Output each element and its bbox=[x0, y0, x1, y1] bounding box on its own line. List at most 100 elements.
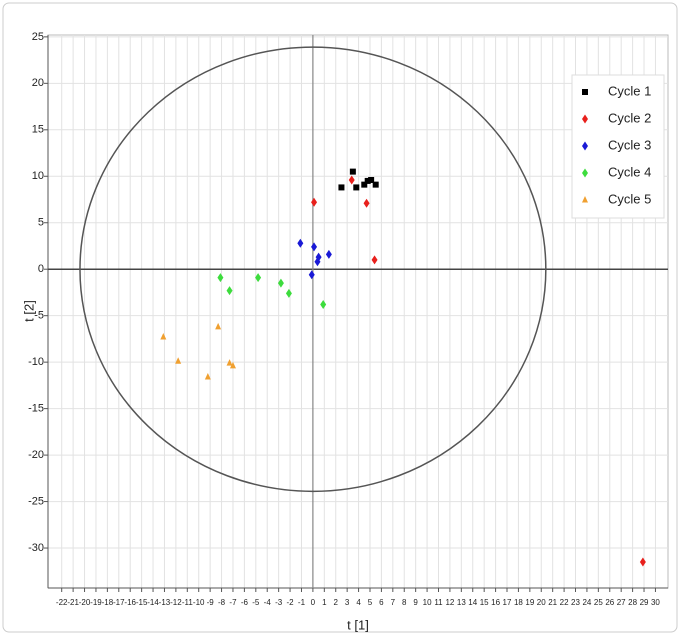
x-tick-label: 20 bbox=[537, 598, 546, 607]
y-tick-label: 25 bbox=[32, 31, 44, 43]
point bbox=[353, 184, 360, 191]
x-tick-label: -4 bbox=[264, 598, 272, 607]
x-tick-label: -9 bbox=[207, 598, 215, 607]
point bbox=[160, 333, 167, 340]
point bbox=[364, 177, 371, 184]
x-tick-label: -22 bbox=[56, 598, 68, 607]
x-tick-label: -5 bbox=[252, 598, 260, 607]
x-tick-label: 5 bbox=[368, 598, 373, 607]
x-tick-label: 0 bbox=[311, 598, 316, 607]
x-tick-label: 7 bbox=[391, 598, 396, 607]
point bbox=[639, 557, 646, 567]
x-tick-label: -15 bbox=[136, 598, 148, 607]
y-tick-label: 0 bbox=[38, 263, 44, 275]
point bbox=[285, 288, 292, 298]
legend-marker bbox=[582, 89, 588, 95]
y-tick-label: 15 bbox=[32, 124, 44, 136]
point bbox=[215, 322, 222, 330]
x-tick-label: 8 bbox=[402, 598, 407, 607]
x-tick-label: 13 bbox=[457, 598, 466, 607]
x-tick-label: 23 bbox=[571, 598, 580, 607]
x-tick-label: -19 bbox=[90, 598, 102, 607]
x-tick-label: 16 bbox=[491, 598, 500, 607]
x-axis-label: t [1] bbox=[347, 617, 369, 632]
point bbox=[338, 184, 345, 191]
y-tick-label: -15 bbox=[28, 403, 44, 415]
x-tick-label: 15 bbox=[480, 598, 489, 607]
point bbox=[226, 286, 233, 296]
x-tick-label: -14 bbox=[147, 598, 159, 607]
point bbox=[277, 278, 284, 288]
legend-label: Cycle 5 bbox=[608, 191, 651, 206]
legend-label: Cycle 1 bbox=[608, 83, 651, 98]
point bbox=[368, 176, 375, 183]
y-tick-label: -25 bbox=[28, 495, 44, 507]
x-tick-label: 24 bbox=[582, 598, 591, 607]
x-tick-label: 12 bbox=[445, 598, 454, 607]
point bbox=[320, 300, 327, 310]
y-tick-label: -30 bbox=[28, 542, 44, 554]
x-tick-label: 9 bbox=[413, 598, 418, 607]
x-tick-label: -13 bbox=[159, 598, 171, 607]
x-tick-label: -12 bbox=[170, 598, 182, 607]
x-tick-label: -16 bbox=[124, 598, 136, 607]
point bbox=[204, 373, 211, 380]
x-tick-label: 6 bbox=[379, 598, 384, 607]
x-tick-label: 3 bbox=[345, 598, 350, 607]
legend-marker bbox=[582, 168, 588, 178]
y-tick-label: 10 bbox=[32, 170, 44, 182]
x-tick-label: -21 bbox=[67, 598, 79, 607]
x-tick-label: -1 bbox=[298, 598, 306, 607]
confidence-ellipse bbox=[79, 46, 547, 493]
x-tick-label: 27 bbox=[617, 598, 626, 607]
x-tick-label: 17 bbox=[503, 598, 512, 607]
y-tick-label: -20 bbox=[28, 449, 44, 461]
x-tick-label: 26 bbox=[605, 598, 614, 607]
legend-label: Cycle 4 bbox=[608, 164, 651, 179]
point bbox=[361, 181, 368, 188]
point bbox=[175, 357, 182, 364]
legend-marker bbox=[582, 114, 588, 124]
x-tick-label: 30 bbox=[651, 598, 660, 607]
y-axis-label: t [2] bbox=[21, 300, 36, 322]
x-tick-label: -8 bbox=[218, 598, 226, 607]
point bbox=[314, 257, 321, 267]
legend-label: Cycle 3 bbox=[608, 137, 651, 152]
y-tick-label: -5 bbox=[34, 310, 44, 322]
x-tick-label: -18 bbox=[102, 598, 114, 607]
x-tick-label: 25 bbox=[594, 598, 603, 607]
x-tick-label: -6 bbox=[241, 598, 249, 607]
y-tick-label: 20 bbox=[32, 77, 44, 89]
legend-marker bbox=[582, 196, 588, 203]
x-tick-label: 22 bbox=[560, 598, 569, 607]
y-tick-label: 5 bbox=[38, 217, 44, 229]
x-tick-label: 1 bbox=[322, 598, 327, 607]
point bbox=[229, 361, 236, 369]
plot-area bbox=[47, 34, 669, 589]
point bbox=[363, 198, 370, 208]
legend-marker bbox=[582, 141, 588, 151]
point bbox=[372, 181, 379, 188]
x-tick-label: -11 bbox=[182, 598, 194, 607]
x-tick-label: 21 bbox=[548, 598, 557, 607]
point bbox=[349, 168, 356, 175]
x-tick-label: 19 bbox=[525, 598, 534, 607]
point bbox=[325, 249, 332, 259]
x-tick-label: 2 bbox=[334, 598, 339, 607]
x-tick-label: 4 bbox=[356, 598, 361, 607]
x-tick-label: -10 bbox=[193, 598, 205, 607]
x-tick-label: 29 bbox=[640, 598, 649, 607]
point bbox=[297, 238, 304, 248]
x-tick-label: 10 bbox=[423, 598, 432, 607]
x-tick-label: 18 bbox=[514, 598, 523, 607]
point bbox=[311, 197, 318, 207]
x-tick-label: -17 bbox=[113, 598, 125, 607]
x-tick-label: 11 bbox=[434, 598, 443, 607]
x-tick-label: -7 bbox=[229, 598, 237, 607]
point bbox=[226, 359, 233, 366]
point bbox=[255, 273, 262, 283]
point bbox=[348, 175, 355, 185]
x-tick-label: 14 bbox=[468, 598, 477, 607]
legend-label: Cycle 2 bbox=[608, 110, 651, 125]
